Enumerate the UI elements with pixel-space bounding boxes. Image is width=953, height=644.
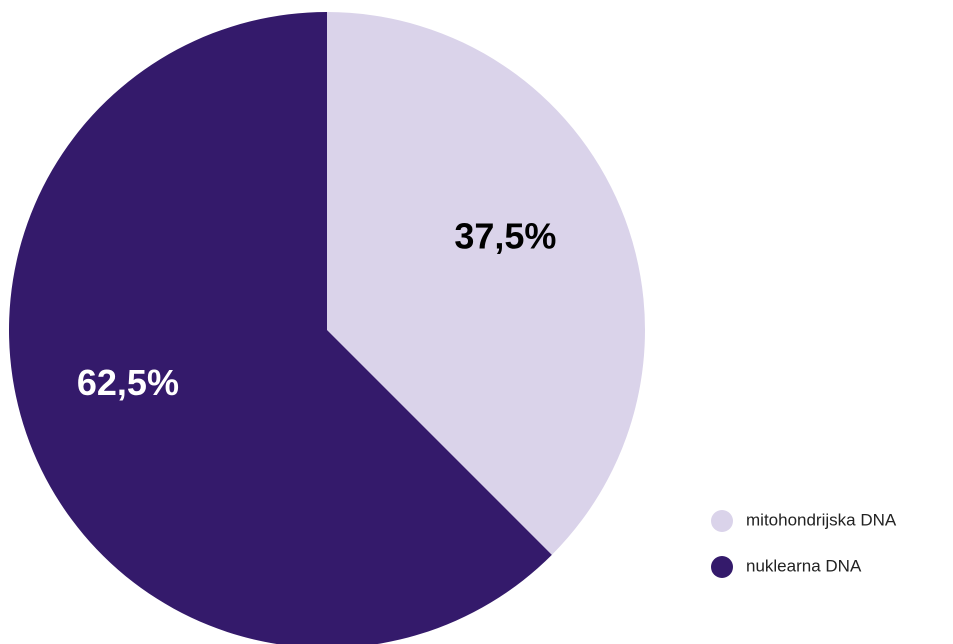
slice-value-label: 62,5% — [77, 362, 179, 403]
pie-slice-2 — [9, 12, 552, 644]
slice-value-label: 37,5% — [454, 215, 556, 256]
legend: mitohondrijska DNA nuklearna DNA — [711, 510, 897, 578]
pie-data-labels: 37,5% 62,5% — [77, 215, 557, 403]
legend-swatch — [711, 556, 733, 578]
legend-label: nuklearna DNA — [746, 556, 862, 575]
legend-swatch — [711, 510, 733, 532]
pie-slices — [9, 12, 645, 644]
legend-label: mitohondrijska DNA — [746, 510, 897, 529]
pie-slice-1 — [327, 12, 645, 555]
